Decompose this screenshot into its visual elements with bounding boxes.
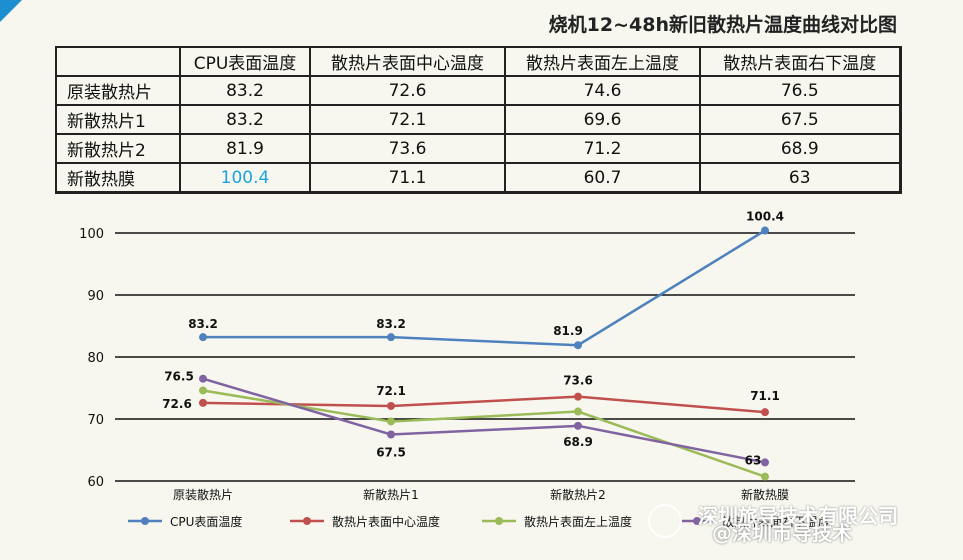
data-point — [387, 417, 395, 426]
y-tick-label: 80 — [87, 351, 104, 366]
table-cell: 76.5 — [699, 75, 902, 106]
table-row: 新散热膜 100.4 71.1 60.7 63 — [55, 162, 902, 194]
legend-swatch-point — [693, 517, 701, 525]
y-tick-label: 100 — [79, 227, 104, 242]
x-tick-label: 新散热片2 — [550, 487, 606, 502]
watermark-line1: 深圳旅导技术有限公司 — [698, 504, 898, 528]
table-header-cell: CPU表面温度 — [179, 46, 311, 77]
table-header-cell: 散热片表面左上温度 — [504, 46, 701, 77]
table-row: 原装散热片 83.2 72.6 74.6 76.5 — [55, 75, 902, 106]
data-point — [761, 408, 769, 417]
table-row: 新散热片1 83.2 72.1 69.6 67.5 — [55, 104, 902, 135]
x-tick-label: 新散热膜 — [741, 487, 789, 502]
table-cell: 71.1 — [309, 162, 506, 194]
table-cell: 68.9 — [699, 133, 902, 164]
watermark: 深圳旅导技术有限公司 @深圳市导技术 — [646, 497, 951, 547]
table-cell: 74.6 — [504, 75, 701, 106]
data-label: 71.1 — [750, 389, 780, 403]
legend-swatch-point — [141, 517, 149, 525]
legend-swatch-point — [303, 517, 311, 525]
line-chart: 100 90 80 70 60 原装散热片 新散热片1 新散热片2 新散热膜 83.2 83.2 81… — [79, 210, 855, 529]
table-header-cell: 散热片表面中心温度 — [309, 46, 506, 77]
table-row: 新散热片2 81.9 73.6 71.2 68.9 — [55, 133, 902, 164]
legend-label: 散热片表面左上温度 — [524, 514, 632, 529]
data-label: 73.6 — [563, 374, 593, 388]
legend-label: 散热片表面中心温度 — [332, 514, 440, 529]
y-tick-label: 70 — [87, 413, 104, 428]
y-tick-label: 90 — [87, 289, 104, 304]
table-cell: 69.6 — [504, 104, 701, 135]
data-label: 72.6 — [162, 397, 192, 411]
data-label: 83.2 — [188, 317, 218, 331]
table-header-row: CPU表面温度 散热片表面中心温度 散热片表面左上温度 散热片表面右下温度 — [55, 46, 902, 77]
table-cell: 83.2 — [179, 75, 311, 106]
table-row-label: 新散热片1 — [55, 104, 181, 135]
table-cell: 73.6 — [309, 133, 506, 164]
table-cell: 71.2 — [504, 133, 701, 164]
x-tick-label: 新散热片1 — [363, 487, 419, 502]
data-point — [761, 458, 769, 467]
data-point — [574, 421, 582, 430]
data-label: 63 — [745, 453, 762, 467]
legend-swatch-point — [495, 517, 503, 525]
corner-accent — [0, 0, 22, 22]
table-row-label: 新散热膜 — [55, 162, 181, 194]
wechat-icon — [648, 504, 682, 538]
data-point — [387, 401, 395, 410]
data-point — [761, 472, 769, 481]
data-label: 81.9 — [553, 324, 583, 338]
table-cell-highlight: 100.4 — [179, 162, 311, 194]
data-point — [574, 407, 582, 416]
table-cell: 63 — [699, 162, 902, 194]
data-point — [574, 392, 582, 401]
data-point — [574, 341, 582, 350]
table-cell: 72.6 — [309, 75, 506, 106]
data-label: 72.1 — [376, 384, 406, 398]
series-line — [202, 377, 766, 464]
data-label: 100.4 — [746, 210, 784, 224]
table-header-cell: 散热片表面右下温度 — [699, 46, 902, 77]
data-point — [199, 374, 207, 383]
table-cell: 72.1 — [309, 104, 506, 135]
data-point — [199, 333, 207, 342]
x-tick-label: 原装散热片 — [173, 487, 233, 502]
table-cell: 60.7 — [504, 162, 701, 194]
y-tick-label: 60 — [87, 475, 104, 490]
page-title: 烧机12~48h新旧散热片温度曲线对比图 — [548, 14, 897, 36]
data-point — [387, 333, 395, 342]
legend-label: 散热片表面右下温度 — [722, 514, 830, 529]
watermark-line2: @深圳市导技术 — [712, 521, 852, 545]
data-label: 76.5 — [164, 370, 194, 384]
series-line — [202, 395, 766, 414]
data-label: 83.2 — [376, 317, 406, 331]
legend-label: CPU表面温度 — [170, 514, 242, 529]
table-row-label: 原装散热片 — [55, 75, 181, 106]
data-label: 68.9 — [563, 435, 593, 449]
data-point — [387, 430, 395, 439]
data-table: CPU表面温度 散热片表面中心温度 散热片表面左上温度 散热片表面右下温度 原装… — [55, 46, 902, 194]
table-row-label: 新散热片2 — [55, 133, 181, 164]
table-cell: 83.2 — [179, 104, 311, 135]
data-point — [199, 386, 207, 395]
data-label: 67.5 — [376, 446, 406, 460]
table-cell: 81.9 — [179, 133, 311, 164]
data-point — [761, 226, 769, 235]
series-line — [203, 229, 766, 347]
table-cell: 67.5 — [699, 104, 902, 135]
table-header-cell — [55, 46, 181, 77]
data-point — [199, 398, 207, 407]
